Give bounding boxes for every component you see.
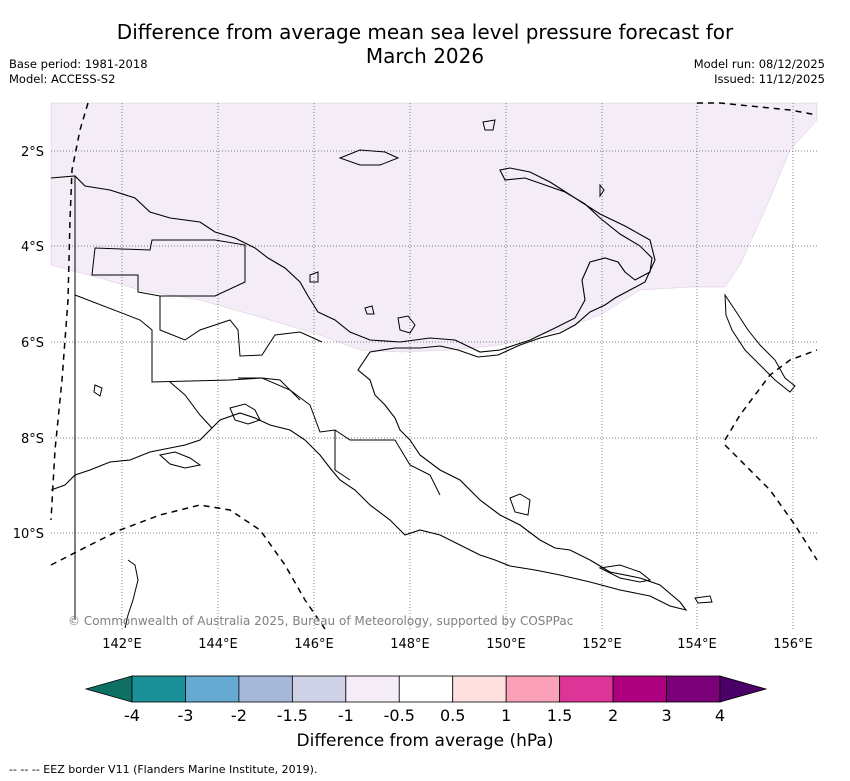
colorbar-segment xyxy=(666,675,721,703)
colorbar-segment xyxy=(505,675,561,703)
model-name: Model: ACCESS-S2 xyxy=(9,72,116,86)
title-line-1: Difference from average mean sea level p… xyxy=(116,20,734,44)
lat-label: 10°S xyxy=(13,527,44,542)
eez-legend: -- -- -- EEZ border V11 (Flanders Marine… xyxy=(9,763,318,776)
title-line-2: March 2026 xyxy=(365,44,485,68)
lon-label: 146°E xyxy=(294,637,334,652)
lat-label: 6°S xyxy=(21,336,44,351)
colorbar-tick-label: 4 xyxy=(714,706,726,725)
province-borders xyxy=(74,176,441,620)
islands xyxy=(93,119,796,629)
colorbar-segment xyxy=(185,675,240,703)
map-title: Difference from average mean sea level p… xyxy=(0,20,850,68)
colorbar-tick-label: -0.5 xyxy=(383,706,415,725)
lat-label: 8°S xyxy=(21,432,44,447)
colorbar-tick-label: -1 xyxy=(337,706,354,725)
colorbar-segment xyxy=(559,675,614,703)
colorbar-tick-label: -3 xyxy=(177,706,194,725)
copyright-notice: © Commonwealth of Australia 2025, Bureau… xyxy=(68,614,574,628)
colorbar-segment xyxy=(452,675,507,703)
new-guinea-coastline xyxy=(50,167,688,611)
lon-label: 148°E xyxy=(390,637,430,652)
colorbar-segment xyxy=(345,675,400,703)
lat-label: 2°S xyxy=(21,145,44,160)
gridlines xyxy=(51,103,817,629)
colorbar-segment xyxy=(612,675,667,703)
colorbar-tick-label: 1 xyxy=(501,706,512,725)
eez-borders xyxy=(50,102,818,630)
lon-label: 150°E xyxy=(486,637,526,652)
colorbar-tick-label: 1.5 xyxy=(546,706,573,725)
colorbar-tick-label: -2 xyxy=(230,706,247,725)
meta-left: Base period: 1981-2018 Model: ACCESS-S2 xyxy=(9,57,148,87)
anomaly-region xyxy=(50,102,818,353)
colorbar-segment xyxy=(398,675,454,703)
base-period: Base period: 1981-2018 xyxy=(9,57,148,71)
lon-label: 154°E xyxy=(677,637,717,652)
colorbar-segment xyxy=(291,675,347,703)
colorbar-segment xyxy=(131,675,186,703)
colorbar-tick-label: 3 xyxy=(661,706,672,725)
colorbar-tick-label: -1.5 xyxy=(276,706,308,725)
lon-label: 144°E xyxy=(198,637,238,652)
colorbar-tick-label: 0.5 xyxy=(439,706,466,725)
colorbar-tick-label: 2 xyxy=(607,706,619,725)
colorbar-segment xyxy=(238,675,293,703)
colorbar-extend-high xyxy=(719,675,768,703)
colorbar-extend-low xyxy=(84,675,133,703)
lon-label: 142°E xyxy=(102,637,142,652)
colorbar-label: Difference from average (hPa) xyxy=(296,731,554,751)
colorbar xyxy=(84,675,768,703)
model-run: Model run: 08/12/2025 xyxy=(693,57,825,71)
meta-right: Model run: 08/12/2025 Issued: 11/12/2025 xyxy=(694,57,825,87)
latitude-labels: 2°S 4°S 6°S 8°S 10°S xyxy=(13,145,44,542)
lon-label: 152°E xyxy=(582,637,622,652)
lon-label: 156°E xyxy=(773,637,813,652)
colorbar-tick-label: -4 xyxy=(124,706,140,725)
lat-label: 4°S xyxy=(21,240,44,255)
issued-date: Issued: 11/12/2025 xyxy=(714,72,825,86)
longitude-labels: 142°E 144°E 146°E 148°E 150°E 152°E 154°… xyxy=(102,637,813,652)
